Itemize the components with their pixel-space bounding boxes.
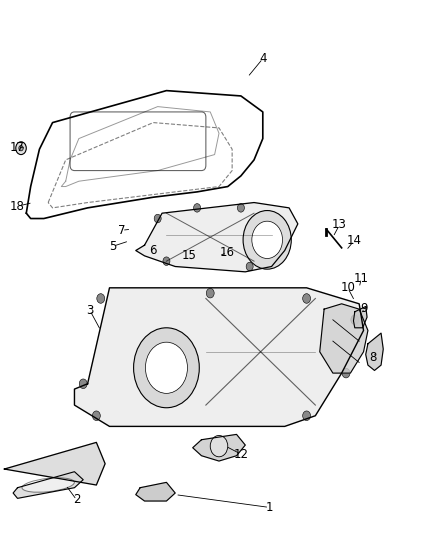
Circle shape <box>92 411 100 421</box>
Circle shape <box>16 142 26 155</box>
Polygon shape <box>366 333 383 370</box>
Circle shape <box>351 315 359 325</box>
Polygon shape <box>320 304 368 373</box>
Text: 1: 1 <box>265 501 273 514</box>
Text: 4: 4 <box>259 52 267 65</box>
Circle shape <box>303 294 311 303</box>
Text: 7: 7 <box>118 224 126 237</box>
Polygon shape <box>136 203 298 272</box>
Text: 6: 6 <box>148 244 156 257</box>
Polygon shape <box>136 482 175 501</box>
Polygon shape <box>4 442 105 485</box>
Polygon shape <box>193 434 245 461</box>
Circle shape <box>163 257 170 265</box>
Circle shape <box>79 379 87 389</box>
Text: 14: 14 <box>346 235 361 247</box>
Circle shape <box>342 368 350 378</box>
Circle shape <box>237 204 244 212</box>
Text: 18: 18 <box>10 200 25 213</box>
Ellipse shape <box>22 478 74 492</box>
Polygon shape <box>13 472 83 498</box>
Polygon shape <box>74 288 364 426</box>
Circle shape <box>145 342 187 393</box>
Circle shape <box>194 204 201 212</box>
Text: 5: 5 <box>110 240 117 253</box>
Circle shape <box>206 288 214 298</box>
Text: 2: 2 <box>73 494 81 506</box>
Text: 9: 9 <box>360 302 368 314</box>
Circle shape <box>252 221 283 259</box>
Circle shape <box>134 328 199 408</box>
Text: 12: 12 <box>233 448 248 461</box>
Circle shape <box>243 211 291 269</box>
Text: 16: 16 <box>219 246 234 259</box>
Text: 17: 17 <box>10 141 25 154</box>
Text: 15: 15 <box>182 249 197 262</box>
Text: 3: 3 <box>86 304 93 317</box>
Polygon shape <box>353 306 367 328</box>
Text: 10: 10 <box>340 281 355 294</box>
Circle shape <box>303 411 311 421</box>
FancyBboxPatch shape <box>70 112 206 171</box>
Circle shape <box>19 146 23 151</box>
Text: 13: 13 <box>332 219 347 231</box>
Circle shape <box>246 262 253 271</box>
Text: 11: 11 <box>354 272 369 285</box>
Text: 8: 8 <box>370 351 377 364</box>
Circle shape <box>210 435 228 457</box>
Circle shape <box>154 214 161 223</box>
Circle shape <box>97 294 105 303</box>
